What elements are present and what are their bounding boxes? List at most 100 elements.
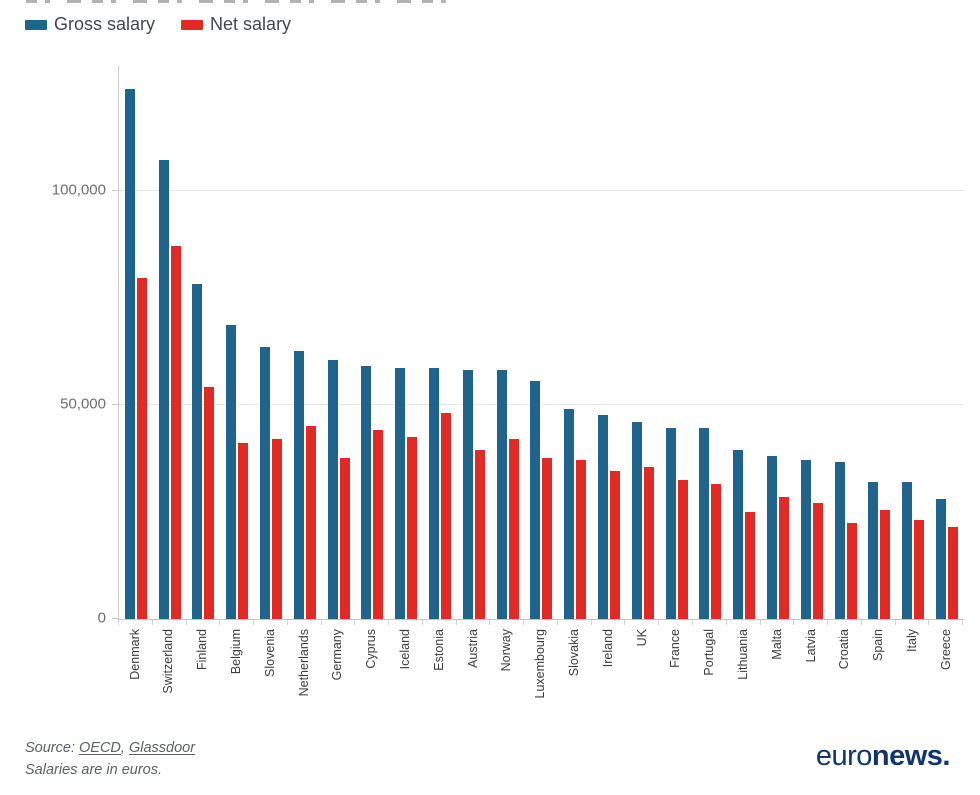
- x-label-cell: UK: [625, 629, 659, 737]
- x-tick-mark: [185, 620, 220, 625]
- x-tick-label-italy: Italy: [904, 629, 919, 652]
- x-label-cell: Lithuania: [726, 629, 760, 737]
- bar-gross-norway: [496, 370, 507, 619]
- x-tick-mark: [725, 620, 760, 625]
- x-tick-mark: [151, 620, 186, 625]
- x-tick-mark: [388, 620, 422, 625]
- bar-gross-austria: [462, 370, 473, 619]
- bar-gross-latvia: [800, 460, 811, 619]
- bar-group-germany: [322, 66, 356, 619]
- bar-group-denmark: [119, 66, 153, 619]
- x-tick-mark: [118, 620, 152, 625]
- bar-net-italy: [914, 520, 925, 619]
- legend-item-gross-salary: Gross salary: [25, 14, 155, 35]
- bar-gross-malta: [767, 456, 778, 619]
- bar-net-uk: [643, 466, 654, 619]
- x-tick-label-malta: Malta: [769, 629, 784, 660]
- bar-net-slovakia: [576, 460, 587, 619]
- x-label-cell: Greece: [929, 629, 963, 737]
- bar-group-latvia: [795, 66, 829, 619]
- x-tick-mark: [894, 620, 929, 625]
- bar-net-latvia: [812, 503, 823, 619]
- x-tick-label-estonia: Estonia: [431, 629, 446, 671]
- source-line: Source: OECD, Glassdoor: [25, 737, 195, 759]
- x-tick-label-netherlands: Netherlands: [296, 629, 311, 697]
- x-axis-ticks: [118, 620, 964, 625]
- bar-group-portugal: [694, 66, 728, 619]
- bar-net-norway: [508, 438, 519, 619]
- source-note: Source: OECD, Glassdoor Salaries are in …: [25, 737, 195, 782]
- source-link-oecd[interactable]: OECD: [79, 740, 121, 756]
- x-tick-label-lithuania: Lithuania: [735, 629, 750, 680]
- x-tick-label-uk: UK: [634, 629, 649, 647]
- bar-group-spain: [863, 66, 897, 619]
- euronews-logo-part1: euro: [815, 740, 873, 772]
- y-axis-tickmark: [112, 190, 118, 191]
- x-tick-mark: [253, 620, 287, 625]
- bar-group-luxembourg: [525, 66, 559, 619]
- bar-net-austria: [474, 449, 485, 619]
- x-tick-mark: [556, 620, 591, 625]
- x-tick-mark: [624, 620, 658, 625]
- x-label-cell: Finland: [186, 629, 220, 737]
- x-tick-label-germany: Germany: [330, 629, 345, 681]
- bar-net-france: [677, 479, 688, 619]
- x-tick-label-denmark: Denmark: [127, 629, 142, 680]
- bar-gross-switzerland: [158, 160, 169, 619]
- euronews-logo: euronews.: [815, 740, 951, 773]
- x-tick-label-luxembourg: Luxembourg: [533, 629, 548, 699]
- x-tick-label-ireland: Ireland: [600, 629, 615, 668]
- x-label-cell: Luxembourg: [524, 629, 558, 737]
- bar-group-uk: [626, 66, 660, 619]
- x-tick-mark: [320, 620, 355, 625]
- plot-area: [118, 66, 964, 620]
- gridline-50000: [119, 404, 964, 405]
- bar-group-ireland: [592, 66, 626, 619]
- bar-group-france: [660, 66, 694, 619]
- x-tick-label-greece: Greece: [938, 629, 953, 670]
- x-tick-label-belgium: Belgium: [229, 629, 244, 675]
- legend-label-net: Net salary: [210, 14, 292, 34]
- bar-gross-germany: [327, 359, 338, 619]
- x-label-cell: Slovakia: [557, 629, 591, 737]
- x-label-cell: Estonia: [422, 629, 456, 737]
- bar-group-belgium: [220, 66, 254, 619]
- x-tick-label-switzerland: Switzerland: [161, 629, 176, 694]
- x-tick-label-slovakia: Slovakia: [567, 629, 581, 677]
- x-tick-label-spain: Spain: [871, 629, 886, 661]
- bar-gross-slovenia: [260, 346, 271, 619]
- x-tick-mark: [354, 620, 388, 625]
- bar-net-estonia: [441, 413, 452, 619]
- x-label-cell: Malta: [760, 629, 794, 737]
- source-link-glassdoor[interactable]: Glassdoor: [128, 740, 196, 756]
- bar-group-estonia: [423, 66, 457, 619]
- x-tick-label-france: France: [668, 629, 683, 668]
- bar-gross-portugal: [699, 428, 710, 619]
- bar-net-lithuania: [745, 511, 756, 619]
- bar-group-switzerland: [153, 66, 187, 619]
- x-axis-labels: Denmark Switzerland Finland Belgium Slovenia…: [118, 629, 963, 737]
- bar-net-ireland: [610, 471, 621, 619]
- x-tick-mark: [759, 620, 794, 625]
- y-axis-tick-0: 0: [97, 609, 106, 627]
- x-tick-mark: [860, 620, 895, 625]
- bar-net-belgium: [238, 443, 249, 619]
- x-tick-mark: [286, 620, 321, 625]
- bar-net-iceland: [407, 436, 418, 619]
- x-tick-label-norway: Norway: [499, 629, 514, 672]
- x-label-cell: Croatia: [828, 629, 862, 737]
- x-tick-label-slovenia: Slovenia: [262, 629, 277, 677]
- x-label-cell: Netherlands: [287, 629, 321, 737]
- x-tick-mark: [827, 620, 861, 625]
- x-label-cell: Belgium: [219, 629, 253, 737]
- net-salary-swatch-icon: [181, 19, 204, 30]
- bar-net-slovenia: [272, 438, 283, 619]
- bar-group-cyprus: [356, 66, 390, 619]
- bar-gross-estonia: [429, 368, 440, 619]
- bar-gross-cyprus: [361, 365, 372, 619]
- x-tick-label-finland: Finland: [195, 629, 210, 670]
- euronews-logo-part2: news.: [871, 740, 951, 772]
- x-tick-mark: [658, 620, 692, 625]
- x-tick-mark: [590, 620, 625, 625]
- bar-net-finland: [204, 387, 215, 619]
